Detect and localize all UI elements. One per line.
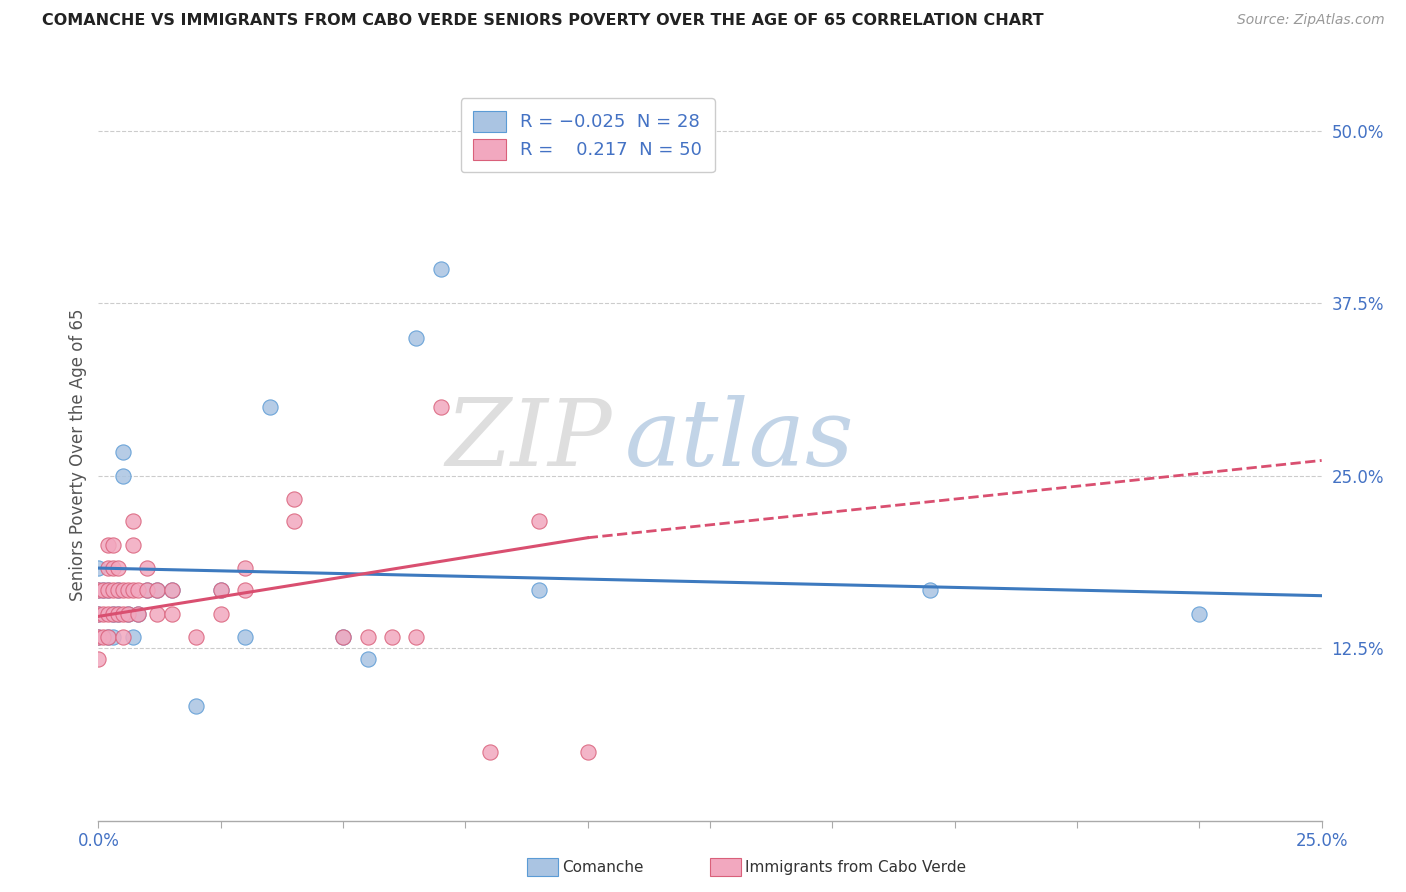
Point — [87, 583, 110, 598]
Point — [91, 583, 114, 598]
Point — [478, 745, 501, 759]
Y-axis label: Seniors Poverty Over the Age of 65: Seniors Poverty Over the Age of 65 — [69, 309, 87, 601]
Point — [127, 607, 149, 621]
Point — [91, 630, 114, 644]
Point — [209, 583, 232, 598]
Point — [430, 400, 453, 414]
Text: Source: ZipAtlas.com: Source: ZipAtlas.com — [1237, 13, 1385, 28]
Point — [101, 607, 124, 621]
Point — [117, 607, 139, 621]
Point — [127, 607, 149, 621]
Point — [91, 607, 114, 621]
Point — [381, 630, 404, 644]
Point — [283, 492, 305, 507]
Point — [87, 561, 110, 575]
Text: Comanche: Comanche — [562, 860, 644, 874]
Text: atlas: atlas — [624, 395, 853, 485]
Point — [332, 630, 354, 644]
Point — [97, 538, 120, 552]
Point — [101, 538, 124, 552]
Point — [97, 583, 120, 598]
Point — [97, 630, 120, 644]
Point — [405, 330, 427, 344]
Point — [160, 607, 183, 621]
Point — [111, 607, 134, 621]
Point — [121, 514, 143, 528]
Point — [405, 630, 427, 644]
Point — [233, 583, 256, 598]
Point — [107, 583, 129, 598]
Point — [160, 583, 183, 598]
Point — [127, 583, 149, 598]
Point — [136, 583, 159, 598]
Point — [259, 400, 281, 414]
Point — [97, 561, 120, 575]
Point — [107, 607, 129, 621]
Point — [121, 538, 143, 552]
Point — [91, 583, 114, 598]
Point — [101, 630, 124, 644]
Point — [111, 468, 134, 483]
Point — [117, 607, 139, 621]
Point — [1188, 607, 1211, 621]
Point — [356, 652, 378, 666]
Text: ZIP: ZIP — [446, 395, 612, 485]
Point — [209, 583, 232, 598]
Point — [186, 630, 208, 644]
Point — [101, 561, 124, 575]
Legend: R = −0.025  N = 28, R =    0.217  N = 50: R = −0.025 N = 28, R = 0.217 N = 50 — [461, 98, 714, 172]
Text: Immigrants from Cabo Verde: Immigrants from Cabo Verde — [745, 860, 966, 874]
Point — [160, 583, 183, 598]
Point — [87, 607, 110, 621]
Point — [107, 607, 129, 621]
Point — [356, 630, 378, 644]
Point — [87, 630, 110, 644]
Text: COMANCHE VS IMMIGRANTS FROM CABO VERDE SENIORS POVERTY OVER THE AGE OF 65 CORREL: COMANCHE VS IMMIGRANTS FROM CABO VERDE S… — [42, 13, 1043, 29]
Point — [136, 561, 159, 575]
Point — [576, 745, 599, 759]
Point — [146, 583, 169, 598]
Point — [146, 583, 169, 598]
Point — [97, 630, 120, 644]
Point — [121, 630, 143, 644]
Point — [107, 583, 129, 598]
Point — [209, 607, 232, 621]
Point — [111, 630, 134, 644]
Point — [101, 607, 124, 621]
Point — [97, 583, 120, 598]
Point — [87, 583, 110, 598]
Point — [527, 514, 550, 528]
Point — [332, 630, 354, 644]
Point — [87, 652, 110, 666]
Point — [233, 561, 256, 575]
Point — [146, 607, 169, 621]
Point — [97, 607, 120, 621]
Point — [111, 445, 134, 459]
Point — [87, 630, 110, 644]
Point — [107, 561, 129, 575]
Point — [136, 583, 159, 598]
Point — [117, 583, 139, 598]
Point — [101, 583, 124, 598]
Point — [283, 514, 305, 528]
Point — [111, 583, 134, 598]
Point — [233, 630, 256, 644]
Point — [186, 699, 208, 714]
Point — [920, 583, 942, 598]
Point — [527, 583, 550, 598]
Point — [87, 607, 110, 621]
Point — [121, 583, 143, 598]
Point — [430, 261, 453, 276]
